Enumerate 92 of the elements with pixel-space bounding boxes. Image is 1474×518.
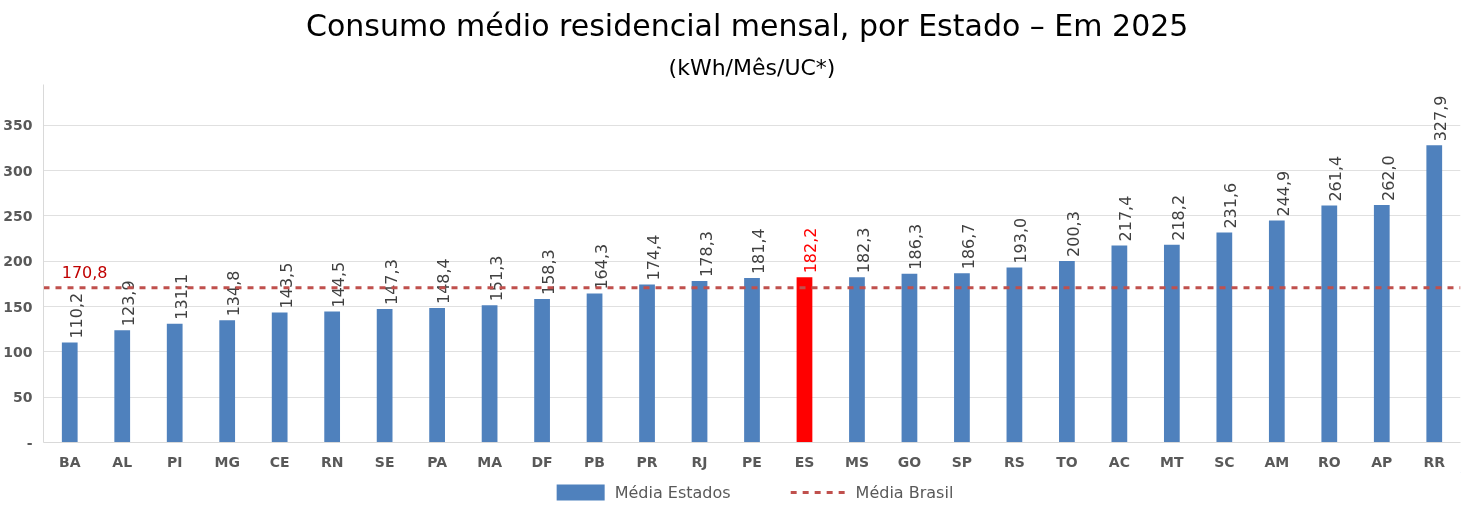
x-tick-label: AC xyxy=(1108,453,1130,470)
bar xyxy=(219,320,236,443)
data-label: 231,6 xyxy=(1221,182,1241,229)
chart-title: Consumo médio residencial mensal, por Estado – Em 2025 xyxy=(306,7,1189,43)
y-tick-label: 350 xyxy=(3,117,33,134)
data-label: 327,9 xyxy=(1431,95,1451,142)
bar xyxy=(1216,232,1233,443)
data-label: 218,2 xyxy=(1168,194,1188,241)
data-label: 144,5 xyxy=(329,261,349,308)
data-label: 261,4 xyxy=(1326,155,1346,202)
data-label: 178,3 xyxy=(696,231,716,277)
y-tick-label: 300 xyxy=(3,162,33,179)
bar xyxy=(954,273,970,443)
data-label: 244,9 xyxy=(1273,170,1293,217)
data-label: 143,5 xyxy=(276,262,296,309)
data-label: 182,3 xyxy=(853,227,873,274)
x-tick-label: MS xyxy=(844,453,869,470)
y-tick-label: 50 xyxy=(13,389,33,406)
bar xyxy=(114,330,131,443)
x-tick-label: BA xyxy=(58,453,81,470)
data-label: 193,0 xyxy=(1011,217,1031,264)
x-tick-label: GO xyxy=(897,453,922,470)
x-tick-label: CE xyxy=(269,453,290,470)
bar xyxy=(586,293,603,443)
data-label: 158,3 xyxy=(539,249,559,296)
x-tick-label: MA xyxy=(477,453,503,470)
data-label: 186,3 xyxy=(906,223,926,270)
bar xyxy=(849,277,865,443)
bar xyxy=(376,309,393,443)
data-label: 134,8 xyxy=(224,270,244,317)
bar xyxy=(61,342,78,443)
x-tick-label: RJ xyxy=(691,453,708,470)
x-tick-label: PR xyxy=(636,453,658,470)
bar xyxy=(796,277,813,443)
x-tick-label: RR xyxy=(1423,453,1446,470)
bar xyxy=(534,299,550,443)
bar xyxy=(271,312,288,443)
x-tick-label: RS xyxy=(1003,453,1025,470)
legend-label: Média Brasil xyxy=(855,482,954,502)
x-tick-label: PB xyxy=(584,453,606,470)
x-tick-label: DF xyxy=(531,453,553,470)
bar xyxy=(1426,145,1443,443)
x-tick-label: MG xyxy=(214,453,240,470)
x-tick-label: AP xyxy=(1371,453,1393,470)
bar xyxy=(324,311,341,443)
data-label: 217,4 xyxy=(1116,195,1136,242)
bar xyxy=(1268,220,1285,443)
bar xyxy=(1163,244,1180,443)
data-label: 262,0 xyxy=(1378,155,1398,202)
data-label: 181,4 xyxy=(749,228,768,275)
bar xyxy=(1373,205,1390,443)
annotation: 170,8 xyxy=(61,262,108,282)
data-label: 164,3 xyxy=(591,243,611,290)
data-label: 148,4 xyxy=(434,258,454,304)
data-label: 110,2 xyxy=(66,292,86,339)
bar xyxy=(639,284,655,443)
bar xyxy=(481,305,498,443)
x-tick-label: AL xyxy=(112,453,133,470)
data-label: 174,4 xyxy=(644,234,664,281)
x-tick-label: SE xyxy=(374,453,395,470)
legend-label: Média Estados xyxy=(614,482,731,502)
bar xyxy=(901,273,918,443)
bar xyxy=(1059,260,1075,443)
bar xyxy=(429,308,445,443)
bar xyxy=(166,323,183,443)
x-tick-label: AM xyxy=(1264,453,1290,470)
y-tick-label: 200 xyxy=(3,253,33,270)
data-label: 186,7 xyxy=(958,223,978,270)
x-tick-label: MT xyxy=(1160,453,1185,470)
bar xyxy=(1006,267,1023,443)
bar xyxy=(1321,205,1338,443)
x-tick-label: PI xyxy=(166,453,183,470)
data-label: 182,2 xyxy=(801,227,821,274)
x-tick-label: SC xyxy=(1214,453,1235,470)
data-label: 123,9 xyxy=(119,280,139,327)
x-tick-label: RN xyxy=(320,453,344,470)
x-tick-label: ES xyxy=(794,453,815,470)
data-label: 131,1 xyxy=(171,273,191,320)
x-tick-label: PE xyxy=(742,453,762,470)
data-label: 200,3 xyxy=(1063,211,1083,257)
y-tick-label: 150 xyxy=(3,298,33,315)
y-tick-label: - xyxy=(26,434,33,451)
x-tick-label: SP xyxy=(951,453,973,470)
y-tick-label: 250 xyxy=(3,207,33,224)
y-tick-label: 100 xyxy=(3,343,33,360)
x-tick-label: RO xyxy=(1317,453,1341,470)
bar xyxy=(691,280,708,443)
x-tick-label: TO xyxy=(1056,453,1078,470)
x-tick-label: PA xyxy=(427,453,448,470)
chart-subtitle: (kWh/Mês/UC*) xyxy=(668,54,836,80)
bar xyxy=(1111,245,1128,443)
bar xyxy=(744,278,760,443)
